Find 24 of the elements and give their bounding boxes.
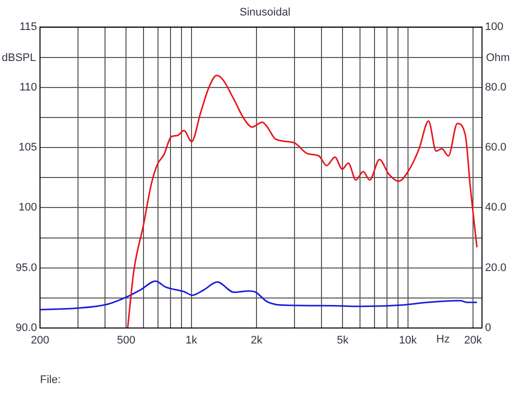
y2-tick-label: 40.0 — [485, 202, 506, 214]
y2-tick-label: 60.0 — [485, 142, 506, 154]
x-tick-label: 10k — [398, 334, 418, 347]
x-tick-label: 500 — [116, 334, 136, 347]
y-tick-label: 90.0 — [16, 322, 37, 334]
y2-tick-label: 100 — [485, 21, 504, 34]
y-tick-label: 105 — [18, 142, 37, 154]
y-tick-label: 110 — [19, 81, 37, 94]
x-tick-label: 2k — [250, 334, 263, 347]
x-tick-label: 1k — [186, 334, 198, 347]
y2-tick-label: 80.0 — [485, 81, 506, 94]
x-tick-label: 200 — [30, 334, 50, 347]
y-axis-title: dBSPL — [2, 52, 36, 64]
y-tick-label: 115 — [19, 21, 37, 34]
y-tick-label: 100 — [18, 202, 37, 214]
y2-tick-label: 20.0 — [485, 262, 506, 274]
x-axis-title: Hz — [436, 334, 450, 346]
y-tick-label: 95.0 — [16, 262, 37, 274]
chart-title: Sinusoidal — [240, 6, 290, 19]
text: File: — [40, 374, 61, 386]
x-tick-label: 5k — [336, 334, 349, 347]
x-tick-label: 20k — [464, 334, 482, 347]
y2-axis-title: Ohm — [486, 52, 510, 64]
y2-tick-label: 0 — [485, 322, 492, 334]
